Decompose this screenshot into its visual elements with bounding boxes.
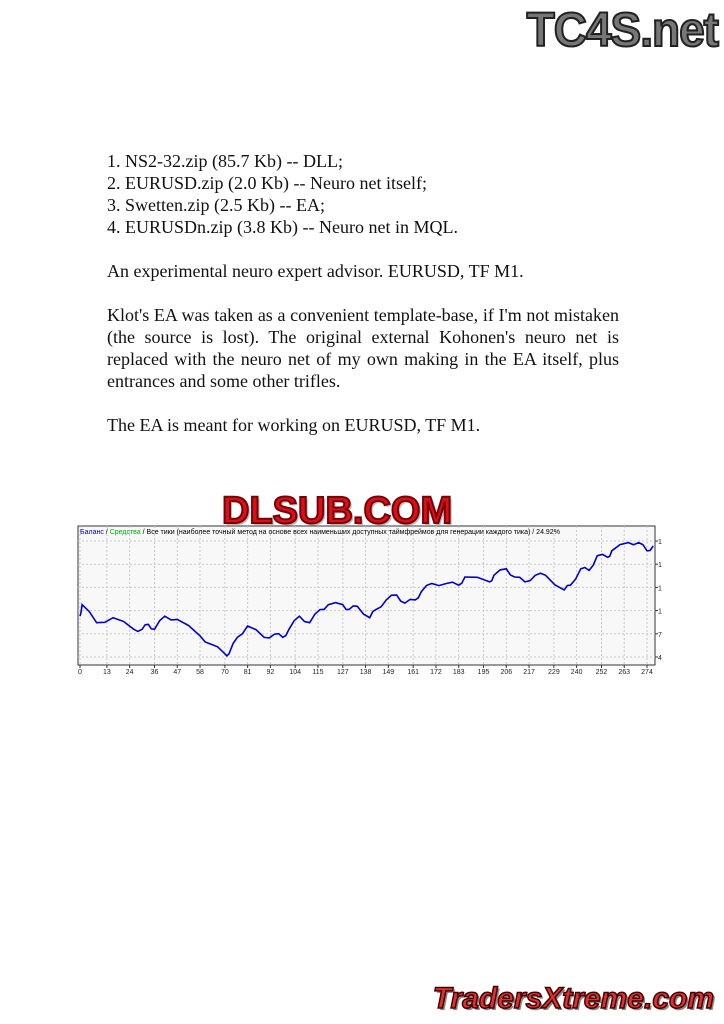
y-axis: 18775 16013 13252 10491 7729 4968	[655, 539, 662, 662]
x-tick-label: 274	[641, 669, 653, 674]
file-list: 1. NS2-32.zip (85.7 Kb) -- DLL; 2. EURUS…	[107, 150, 619, 238]
file-list-item: 2. EURUSD.zip (2.0 Kb) -- Neuro net itse…	[107, 173, 427, 193]
y-tick-label: 4968	[658, 655, 662, 662]
x-tick-label: 149	[382, 669, 394, 674]
x-tick-label: 24	[126, 669, 134, 674]
x-tick-label: 0	[78, 669, 82, 674]
x-tick-label: 13	[103, 669, 111, 674]
y-tick-label: 13252	[658, 585, 662, 592]
file-list-item: 3. Swetten.zip (2.5 Kb) -- EA;	[107, 195, 325, 215]
legend-separator: /	[141, 529, 147, 536]
y-tick-label: 16013	[658, 562, 662, 569]
x-tick-label: 36	[151, 669, 159, 674]
x-tick-label: 81	[244, 669, 252, 674]
document-body: 1. NS2-32.zip (85.7 Kb) -- DLL; 2. EURUS…	[107, 150, 619, 458]
balance-line	[79, 541, 654, 658]
x-tick-label: 115	[312, 669, 323, 674]
x-tick-label: 127	[337, 669, 349, 674]
file-list-item: 1. NS2-32.zip (85.7 Kb) -- DLL;	[107, 151, 343, 171]
grid	[78, 526, 655, 665]
x-tick-label: 252	[596, 669, 608, 674]
file-list-item: 4. EURUSDn.zip (3.8 Kb) -- Neuro net in …	[107, 217, 458, 237]
x-tick-label: 172	[430, 669, 442, 674]
x-tick-label: 161	[407, 669, 419, 674]
x-tick-label: 195	[478, 669, 490, 674]
paragraph-description: Klot's EA was taken as a convenient temp…	[107, 305, 619, 391]
tradersxtreme-watermark: TradersXtreme.com	[432, 981, 715, 1016]
x-tick-label: 263	[618, 669, 630, 674]
x-tick-label: 104	[289, 669, 301, 674]
x-tick-label: 92	[266, 669, 274, 674]
x-axis: 0 13 24 36 47 58 70 81 92 104 115 127 138 149 161 172 18…	[78, 665, 653, 674]
x-tick-label: 58	[196, 669, 204, 674]
tc4s-watermark: TC4S.net	[526, 1, 720, 58]
plot-area	[77, 525, 656, 666]
dlsub-watermark: DLSUB.COM	[221, 489, 453, 533]
x-tick-label: 70	[221, 669, 229, 674]
legend-equity: Средства	[110, 529, 141, 536]
chart-legend: Баланс / Средства / Все тики (наиболее т…	[80, 528, 560, 536]
y-tick-label: 18775	[658, 539, 662, 546]
x-tick-label: 47	[173, 669, 181, 674]
x-tick-label: 217	[523, 669, 535, 674]
legend-description: Все тики (наиболее точный метод на основ…	[147, 528, 560, 536]
x-tick-label: 206	[500, 669, 512, 674]
y-tick-label: 7729	[658, 632, 662, 639]
y-tick-label: 10491	[658, 609, 662, 616]
legend-separator: /	[104, 529, 110, 536]
x-tick-label: 229	[548, 669, 560, 674]
x-tick-label: 138	[360, 669, 372, 674]
paragraph-intro: An experimental neuro expert advisor. EU…	[107, 261, 524, 281]
paragraph-usage: The EA is meant for working on EURUSD, T…	[107, 415, 481, 435]
x-tick-label: 240	[571, 669, 583, 674]
legend-balance: Баланс	[80, 529, 104, 536]
x-tick-label: 183	[453, 669, 465, 674]
balance-chart: 18775 16013 13252 10491 7729 4968 0 13 24 36 47 58…	[76, 522, 662, 674]
